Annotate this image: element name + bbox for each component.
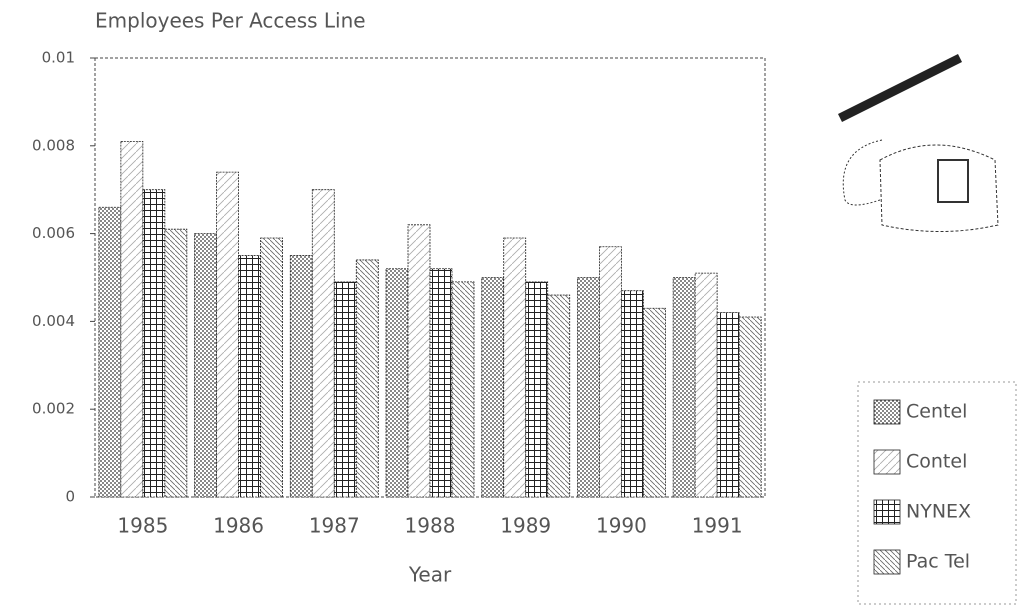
bar [99, 207, 121, 497]
y-tick-label: 0.002 [32, 400, 75, 418]
legend-label: Pac Tel [906, 551, 970, 573]
y-tick-label: 0.006 [32, 224, 75, 242]
bar [695, 273, 717, 497]
y-tick-label: 0 [65, 488, 75, 506]
x-tick-label: 1991 [692, 514, 743, 538]
bar [643, 308, 665, 497]
bar [482, 278, 504, 498]
bar [195, 234, 217, 497]
legend-swatch [874, 400, 900, 424]
bar [548, 295, 570, 497]
x-tick-label: 1989 [500, 514, 551, 538]
chart: Employees Per Access Line Year 0 0.002 0.0… [0, 0, 1019, 607]
x-axis-title: Year [408, 563, 452, 587]
legend-swatch [874, 550, 900, 574]
bar [739, 317, 761, 497]
legend-label: Contel [906, 451, 967, 473]
bar [239, 256, 261, 497]
bar [143, 190, 165, 497]
bar [577, 278, 599, 498]
legend-label: Centel [906, 401, 967, 423]
y-tick-label: 0.004 [32, 312, 75, 330]
bar [290, 256, 312, 497]
legend-swatch [874, 450, 900, 474]
bar [165, 229, 187, 497]
bar [217, 172, 239, 497]
x-tick-label: 1987 [309, 514, 360, 538]
bar [334, 282, 356, 497]
bar [717, 313, 739, 497]
bar [673, 278, 695, 498]
bar [261, 238, 283, 497]
chart-title: Employees Per Access Line [95, 9, 366, 33]
bar [599, 247, 621, 497]
bar [121, 141, 143, 497]
bar [504, 238, 526, 497]
x-tick-label: 1988 [405, 514, 456, 538]
bar [526, 282, 548, 497]
bar [452, 282, 474, 497]
legend-swatch [874, 500, 900, 524]
phone-illustration [840, 58, 998, 232]
legend-label: NYNEX [906, 501, 971, 523]
x-tick-label: 1985 [117, 514, 168, 538]
bar [408, 225, 430, 497]
bar [356, 260, 378, 497]
bar [621, 291, 643, 497]
bar [430, 269, 452, 497]
bar [312, 190, 334, 497]
x-tick-label: 1990 [596, 514, 647, 538]
y-tick-label: 0.01 [42, 49, 75, 67]
bar [386, 269, 408, 497]
y-tick-label: 0.008 [32, 136, 75, 154]
x-tick-label: 1986 [213, 514, 264, 538]
